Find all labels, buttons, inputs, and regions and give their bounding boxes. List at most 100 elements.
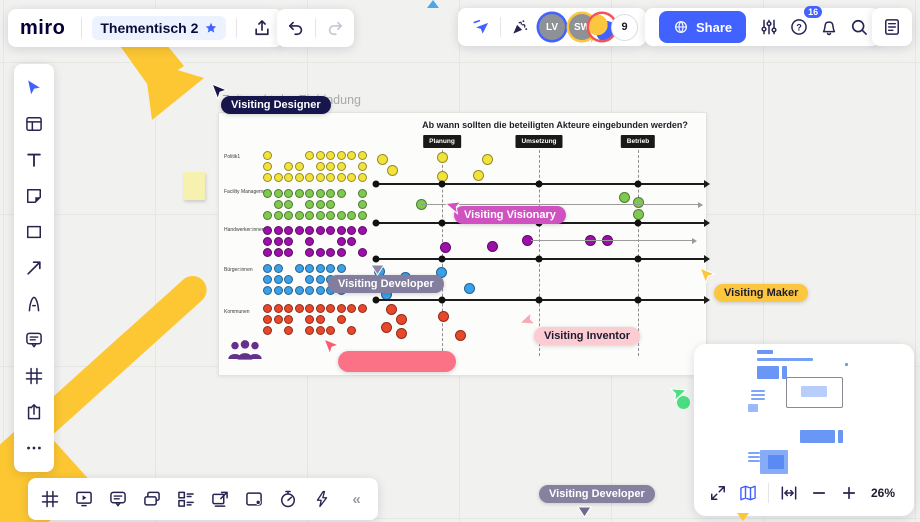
timeline-node <box>535 296 543 304</box>
cluster-dot <box>273 264 283 273</box>
sub-arrowhead <box>692 237 697 244</box>
tool-comments-panel[interactable] <box>102 483 134 515</box>
minimap-controls: 26% <box>694 474 914 516</box>
zoom-level[interactable]: 26% <box>871 486 896 500</box>
cluster-dot <box>315 286 325 295</box>
vote-dot[interactable] <box>377 154 388 165</box>
tool-screen-share[interactable] <box>204 483 236 515</box>
tool-collapse[interactable]: « <box>352 490 360 508</box>
tool-connection-line[interactable] <box>18 252 50 284</box>
vote-dot[interactable] <box>440 242 451 253</box>
cluster-dot <box>284 315 293 324</box>
avatar-colorful[interactable] <box>589 14 615 40</box>
help-badge: 16 <box>804 6 823 18</box>
tool-select[interactable] <box>18 72 50 104</box>
cluster-dot <box>294 304 304 313</box>
cluster-dot <box>326 162 335 171</box>
cluster-dot <box>326 211 335 220</box>
tool-diagramming[interactable] <box>170 483 202 515</box>
tool-presentation[interactable] <box>68 483 100 515</box>
column-dashline <box>442 150 443 356</box>
vote-dot[interactable] <box>473 170 484 181</box>
sub-arrowhead <box>698 201 703 208</box>
search-button[interactable] <box>844 12 874 42</box>
column-badge-1[interactable]: Umsetzung <box>515 135 563 148</box>
cluster-dot <box>357 226 367 235</box>
sticky-note-object[interactable] <box>183 172 205 200</box>
column-dashline <box>539 150 540 356</box>
vote-dot[interactable] <box>437 152 448 163</box>
cluster-dot <box>315 151 325 160</box>
notifications-button[interactable] <box>814 12 844 42</box>
vote-dot[interactable] <box>381 322 392 333</box>
collaborator-count[interactable]: 9 <box>611 13 638 41</box>
collaborator-cursors-toggle[interactable] <box>466 12 496 42</box>
tool-apps[interactable] <box>238 483 270 515</box>
vote-dot[interactable] <box>633 197 644 208</box>
tool-energy[interactable] <box>306 483 338 515</box>
tool-upload[interactable] <box>18 396 50 428</box>
minimap-shape <box>800 430 835 443</box>
tool-comment[interactable] <box>18 324 50 356</box>
vote-dot[interactable] <box>482 154 493 165</box>
tool-frames-panel[interactable] <box>34 483 66 515</box>
cluster-dot <box>273 304 283 313</box>
star-icon[interactable] <box>204 21 218 35</box>
vote-dot[interactable] <box>438 311 449 322</box>
minimap-shape <box>751 394 765 396</box>
remote-cursor-icon <box>370 263 385 281</box>
undo-button[interactable] <box>281 13 311 43</box>
vote-dot[interactable] <box>464 283 475 294</box>
timeline-node <box>634 255 642 263</box>
tool-templates[interactable] <box>18 108 50 140</box>
vote-dot[interactable] <box>396 314 407 325</box>
map-toggle-button[interactable] <box>734 480 762 506</box>
vote-dot[interactable] <box>386 304 397 315</box>
vote-dot[interactable] <box>387 165 398 176</box>
vote-dot[interactable] <box>396 328 407 339</box>
redo-button[interactable] <box>320 13 350 43</box>
share-button[interactable]: Share <box>659 11 747 43</box>
row-label-0: Politik1 <box>224 154 241 160</box>
miro-logo[interactable]: miro <box>20 16 66 39</box>
fit-width-button[interactable] <box>775 480 803 506</box>
vote-dot[interactable] <box>633 209 644 220</box>
tool-more-tools[interactable] <box>18 432 50 464</box>
export-button[interactable] <box>247 13 277 43</box>
minimap-area[interactable] <box>694 344 914 474</box>
tool-timer[interactable] <box>272 483 304 515</box>
zoom-in-button[interactable] <box>835 480 863 506</box>
cluster-dot <box>326 326 335 335</box>
frame-title[interactable]: Ab wann sollten die beteiligten Akteure … <box>422 120 688 130</box>
cluster-dot <box>336 226 346 235</box>
cluster-dot <box>315 162 325 171</box>
board-frame[interactable]: Ab wann sollten die beteiligten Akteure … <box>218 112 710 376</box>
notes-button[interactable] <box>877 12 907 42</box>
cluster-dot <box>284 211 293 220</box>
cluster-dot <box>336 151 346 160</box>
minimap-viewport[interactable] <box>786 377 843 408</box>
timeline-node <box>438 255 446 263</box>
expand-button[interactable] <box>704 480 732 506</box>
cluster-dot <box>294 211 304 220</box>
column-badge-0[interactable]: Planung <box>423 135 461 148</box>
tool-frame[interactable] <box>18 360 50 392</box>
tool-pen[interactable] <box>18 288 50 320</box>
tool-shape[interactable] <box>18 216 50 248</box>
vote-dot[interactable] <box>455 330 466 341</box>
tool-text[interactable] <box>18 144 50 176</box>
header-board-card: miro Thementisch 2 <box>8 9 284 47</box>
reactions-button[interactable] <box>505 12 535 42</box>
board-title[interactable]: Thementisch 2 <box>92 16 227 40</box>
column-badge-2[interactable]: Betrieb <box>620 135 656 148</box>
zoom-out-button[interactable] <box>805 480 833 506</box>
settings-sliders-button[interactable] <box>754 12 784 42</box>
help-button[interactable]: ? 16 <box>784 6 823 42</box>
tool-sticky-note[interactable] <box>18 180 50 212</box>
avatar-LV[interactable]: LV <box>539 14 565 40</box>
tool-cards[interactable] <box>136 483 168 515</box>
vote-dot[interactable] <box>487 241 498 252</box>
vote-dot[interactable] <box>619 192 630 203</box>
cluster-dot <box>326 226 335 235</box>
